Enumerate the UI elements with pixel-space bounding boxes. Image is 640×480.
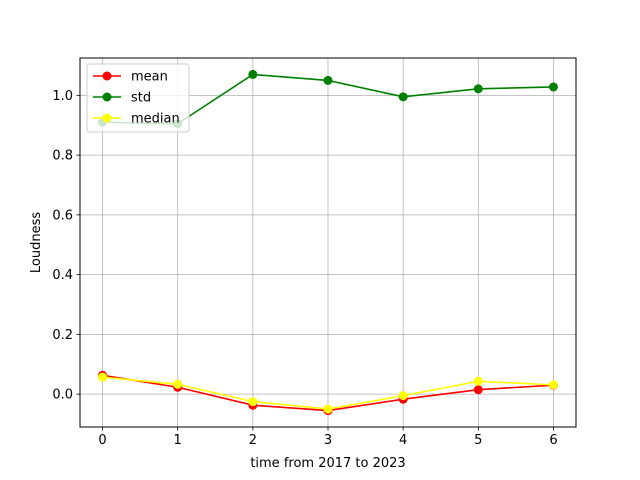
y-tick-label: 0.8 — [52, 149, 73, 164]
legend-item-mean: mean — [93, 70, 168, 85]
legend-marker — [102, 113, 112, 123]
x-tick-label: 6 — [549, 433, 557, 448]
y-axis-label: Loudness — [29, 212, 44, 273]
series-median — [98, 372, 558, 414]
data-point-median — [398, 391, 408, 401]
data-point-std — [473, 84, 483, 94]
y-tick-label: 0.2 — [52, 328, 73, 343]
legend-marker — [102, 71, 112, 81]
legend-label: mean — [131, 70, 168, 85]
data-point-median — [173, 379, 183, 389]
data-point-median — [548, 380, 558, 390]
y-tick-label: 0.0 — [52, 388, 73, 403]
legend-item-median: median — [93, 112, 180, 127]
data-point-std — [248, 69, 258, 79]
data-point-std — [323, 75, 333, 85]
legend-box — [86, 63, 190, 133]
data-point-median — [323, 404, 333, 414]
data-point-mean — [473, 385, 483, 395]
data-point-std — [548, 82, 558, 92]
data-point-median — [248, 397, 258, 407]
legend-label: std — [131, 91, 151, 106]
ticks: 0 1 2 3 4 5 6 0.0 0.2 0.4 0.6 0.8 1.0 — [52, 89, 557, 448]
y-tick-label: 0.4 — [52, 268, 73, 283]
legend: mean std median — [86, 63, 190, 133]
data-point-median — [473, 376, 483, 386]
x-tick-label: 3 — [324, 433, 332, 448]
legend-item-std: std — [93, 91, 151, 106]
y-tick-label: 1.0 — [52, 89, 73, 104]
x-tick-label: 4 — [399, 433, 407, 448]
x-tick-label: 0 — [98, 433, 106, 448]
legend-marker — [102, 92, 112, 102]
legend-label: median — [131, 112, 180, 127]
grid — [80, 58, 576, 427]
x-tick-label: 2 — [249, 433, 257, 448]
y-tick-label: 0.6 — [52, 208, 73, 223]
data-point-median — [98, 372, 108, 382]
data-point-std — [398, 92, 408, 102]
x-tick-label: 1 — [174, 433, 182, 448]
x-tick-label: 5 — [474, 433, 482, 448]
x-axis-label: time from 2017 to 2023 — [250, 456, 405, 471]
